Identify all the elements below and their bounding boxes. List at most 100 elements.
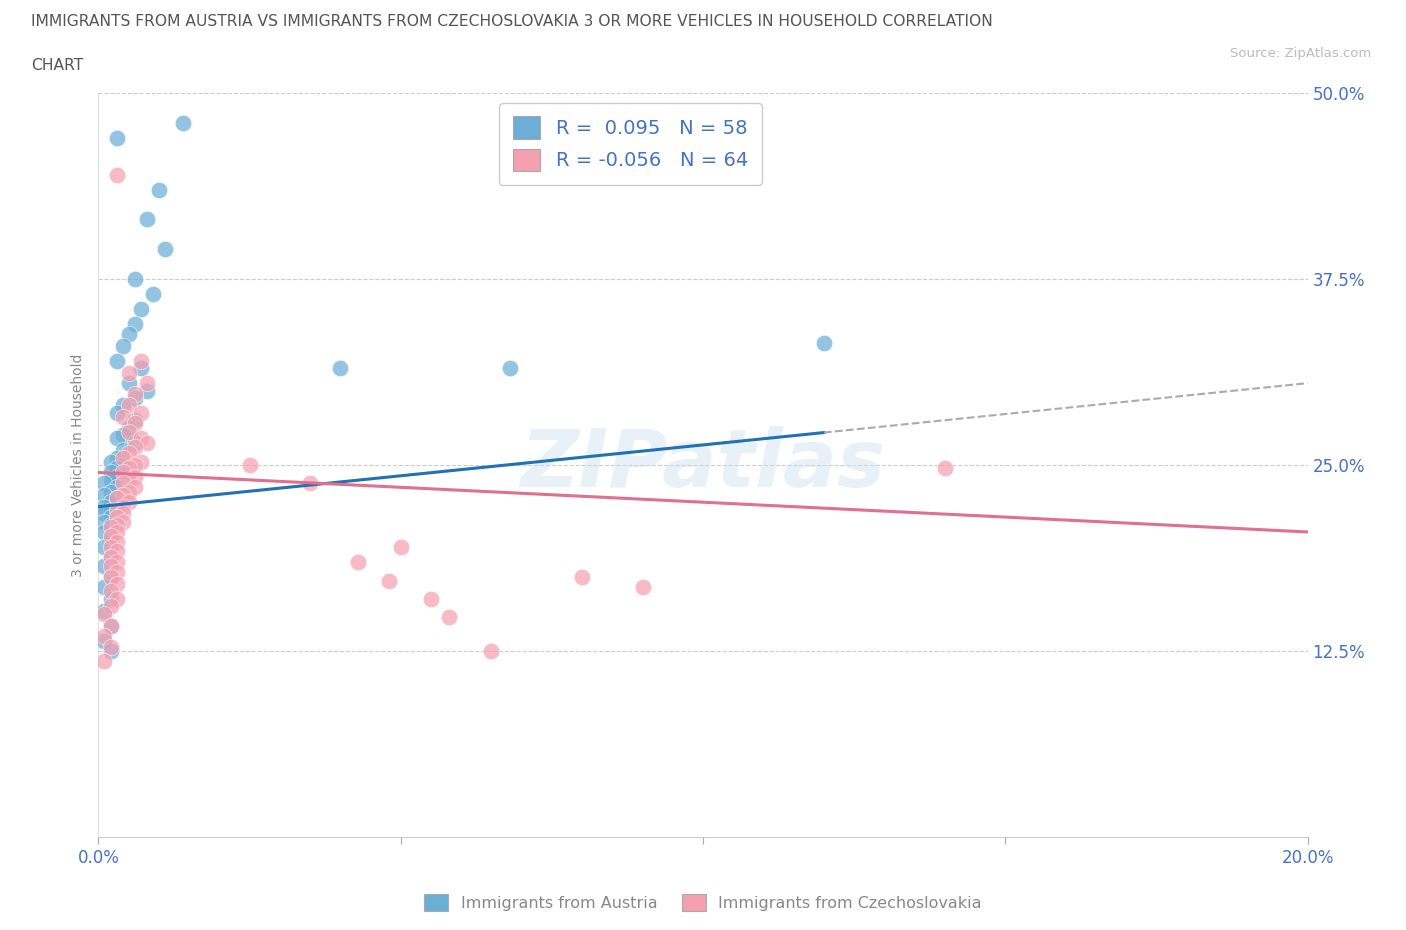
Point [481, 644, 503, 658]
Point [129, 361, 152, 376]
Point [100, 569, 122, 584]
Point [93, 579, 115, 594]
Point [93, 475, 115, 490]
Point [105, 470, 128, 485]
Point [437, 609, 460, 624]
Point [571, 569, 593, 584]
Point [100, 559, 122, 574]
Point [111, 410, 134, 425]
Point [93, 539, 115, 554]
Point [118, 365, 141, 380]
Point [329, 361, 352, 376]
Point [498, 361, 520, 376]
Point [124, 391, 146, 405]
Point [100, 465, 122, 480]
Point [93, 606, 115, 621]
Point [129, 455, 152, 470]
Point [148, 182, 170, 197]
Point [239, 458, 262, 472]
Point [124, 316, 146, 331]
Point [124, 386, 146, 401]
Point [100, 569, 122, 584]
Point [100, 532, 122, 547]
Point [105, 502, 128, 517]
Point [118, 460, 141, 475]
Point [105, 535, 128, 550]
Point [93, 487, 115, 502]
Point [111, 487, 134, 502]
Point [124, 458, 146, 472]
Point [100, 618, 122, 633]
Point [124, 416, 146, 431]
Point [100, 550, 122, 565]
Point [118, 398, 141, 413]
Point [129, 405, 152, 420]
Point [124, 272, 146, 286]
Point [118, 420, 141, 435]
Point [111, 465, 134, 480]
Point [111, 505, 134, 520]
Point [105, 554, 128, 569]
Point [105, 490, 128, 505]
Point [111, 398, 134, 413]
Point [124, 480, 146, 495]
Point [105, 525, 128, 539]
Point [93, 629, 115, 644]
Point [389, 539, 412, 554]
Point [129, 301, 152, 316]
Point [100, 591, 122, 606]
Point [111, 450, 134, 465]
Text: IMMIGRANTS FROM AUSTRIA VS IMMIGRANTS FROM CZECHOSLOVAKIA 3 OR MORE VEHICLES IN : IMMIGRANTS FROM AUSTRIA VS IMMIGRANTS FR… [31, 14, 993, 29]
Point [105, 565, 128, 579]
Point [100, 618, 122, 633]
Point [124, 440, 146, 455]
Point [118, 376, 141, 391]
Point [813, 336, 835, 351]
Point [118, 326, 141, 341]
Point [118, 472, 141, 487]
Point [93, 633, 115, 648]
Point [111, 443, 134, 458]
Point [111, 514, 134, 529]
Point [100, 455, 122, 470]
Point [100, 472, 122, 487]
Point [105, 517, 128, 532]
Point [105, 510, 128, 525]
Point [100, 550, 122, 565]
Point [100, 510, 122, 525]
Point [105, 130, 128, 145]
Point [100, 539, 122, 554]
Point [100, 529, 122, 544]
Point [135, 376, 157, 391]
Point [934, 460, 956, 475]
Point [105, 450, 128, 465]
Point [100, 495, 122, 510]
Point [118, 495, 141, 510]
Point [105, 480, 128, 495]
Point [105, 577, 128, 591]
Point [129, 431, 152, 445]
Text: Source: ZipAtlas.com: Source: ZipAtlas.com [1230, 46, 1371, 60]
Text: CHART: CHART [31, 58, 83, 73]
Point [105, 490, 128, 505]
Point [105, 544, 128, 559]
Point [135, 383, 157, 398]
Text: ZIPatlas: ZIPatlas [520, 426, 886, 504]
Point [172, 115, 194, 130]
Point [118, 485, 141, 499]
Point [93, 604, 115, 618]
Point [93, 514, 115, 529]
Point [129, 353, 152, 368]
Point [111, 499, 134, 514]
Point [153, 242, 176, 257]
Point [377, 574, 399, 589]
Point [105, 167, 128, 182]
Point [124, 470, 146, 485]
Point [100, 599, 122, 614]
Y-axis label: 3 or more Vehicles in Household: 3 or more Vehicles in Household [70, 353, 84, 577]
Point [100, 644, 122, 658]
Point [105, 405, 128, 420]
Point [100, 517, 122, 532]
Point [111, 475, 134, 490]
Point [100, 584, 122, 599]
